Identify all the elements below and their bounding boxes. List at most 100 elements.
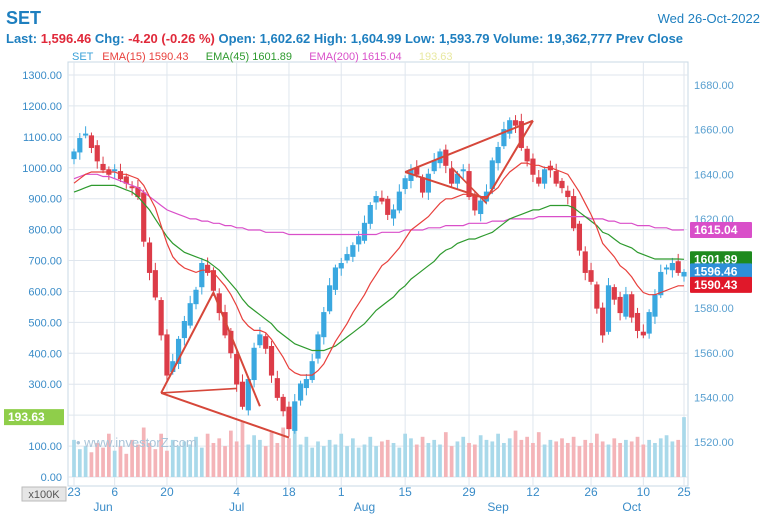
volume-bar (647, 439, 652, 477)
candle-body (582, 251, 588, 273)
candle-body (629, 294, 635, 318)
prev-close-link[interactable]: Prev Close (615, 31, 684, 46)
volume-tag-label: 193.63 (8, 410, 45, 424)
x-axis-tick-label: 6 (111, 485, 118, 499)
volume-bar (205, 433, 210, 477)
candle-body (94, 145, 100, 162)
volume-bar (234, 441, 239, 477)
volume-bar (560, 438, 564, 477)
volume-bar (426, 442, 431, 477)
x-axis-tick-label: 25 (677, 485, 691, 499)
ema45-line (73, 184, 685, 352)
candle-body (524, 148, 530, 162)
volume-bar (571, 436, 576, 477)
volume-bar (542, 444, 547, 477)
volume-bar (496, 433, 500, 477)
candle-body (292, 401, 298, 431)
high-label: High: (313, 31, 348, 46)
candle-body (495, 146, 501, 164)
quote-date: Wed 26-Oct-2022 (657, 11, 760, 26)
volume-bar (507, 438, 512, 477)
right-axis-tick-label: 1640.00 (694, 169, 734, 181)
volume-bar (136, 444, 140, 477)
x-axis-tick-label: 12 (526, 485, 540, 499)
price-tag-label: 1601.89 (694, 252, 738, 266)
candle-body (594, 284, 600, 309)
candle-body (501, 129, 507, 147)
volume-bar (403, 433, 408, 477)
volume-bar (101, 447, 105, 477)
candle-body (77, 138, 83, 153)
plot-area (67, 61, 689, 487)
volume-bar (583, 439, 588, 477)
volume-bar (240, 421, 245, 477)
candle-body (512, 120, 519, 126)
candle-body (605, 285, 612, 332)
left-axis-tick-label: 0.00 (41, 472, 62, 484)
volume-bar (194, 436, 198, 477)
left-axis-tick-label: 900.00 (28, 194, 62, 206)
x-axis-tick-label: 20 (160, 485, 174, 499)
candle-body (623, 294, 629, 317)
candle-body (129, 186, 135, 189)
volume-bar (548, 439, 553, 477)
last-value: 1,596.46 (40, 31, 92, 46)
candle-body (478, 200, 484, 215)
watermark: • www.investorZ.com (76, 435, 197, 450)
volume-bar (502, 442, 506, 477)
price-tag (690, 263, 752, 280)
volume-bar (176, 446, 181, 477)
volume-bars (72, 416, 686, 477)
candle-body (332, 267, 339, 290)
candle-body (443, 149, 449, 166)
candle-body (164, 334, 170, 376)
left-axis-tick-label: 500.00 (28, 317, 62, 329)
x-axis-month-label: Sep (487, 500, 509, 514)
candle-body (193, 289, 199, 305)
candle-body (361, 222, 368, 241)
x-axis-tick-label: 15 (398, 485, 412, 499)
candle-body (385, 198, 391, 215)
candle-body (274, 378, 280, 398)
volume-bar (89, 452, 94, 477)
trendline (160, 391, 290, 439)
candle-body (640, 331, 646, 336)
candle-body (239, 381, 246, 407)
candle-body (588, 270, 594, 282)
volume-bar (223, 446, 227, 477)
volume-bar (565, 442, 570, 477)
x-axis-tick-label: 29 (462, 485, 476, 499)
ema15-line (73, 162, 684, 376)
volume-bar (153, 449, 158, 477)
trendline (451, 166, 488, 204)
volume-bar (670, 441, 675, 477)
candle-body (205, 264, 211, 273)
candle-body (565, 190, 571, 198)
candle-body (158, 300, 164, 336)
candle-body (112, 169, 118, 172)
chart-symbol-title: SET (6, 8, 42, 28)
volume-bar (606, 444, 611, 477)
candle-body (559, 180, 565, 189)
legend-item: SET (72, 51, 94, 63)
volume-bar (374, 446, 378, 477)
volume-bar (159, 433, 164, 477)
volume-bar (600, 441, 605, 477)
volume-bar (310, 447, 315, 477)
volume-bar (536, 432, 541, 477)
volume-bar (676, 439, 681, 477)
x-axis-month-label: Oct (622, 500, 641, 514)
candle-body (141, 192, 147, 242)
candle-body (344, 254, 350, 261)
volume-bar (258, 439, 262, 477)
volume-bar (350, 438, 355, 477)
volume-bar (432, 439, 437, 477)
candle-body (507, 120, 513, 134)
volume-bar (438, 444, 442, 477)
right-axis-tick-label: 1540.00 (694, 392, 734, 404)
candle-body (280, 396, 286, 412)
volume-bar (658, 438, 663, 477)
volume-bar (618, 442, 622, 477)
left-axis-tick-label: 100.00 (28, 441, 62, 453)
volume-bar (531, 442, 535, 477)
